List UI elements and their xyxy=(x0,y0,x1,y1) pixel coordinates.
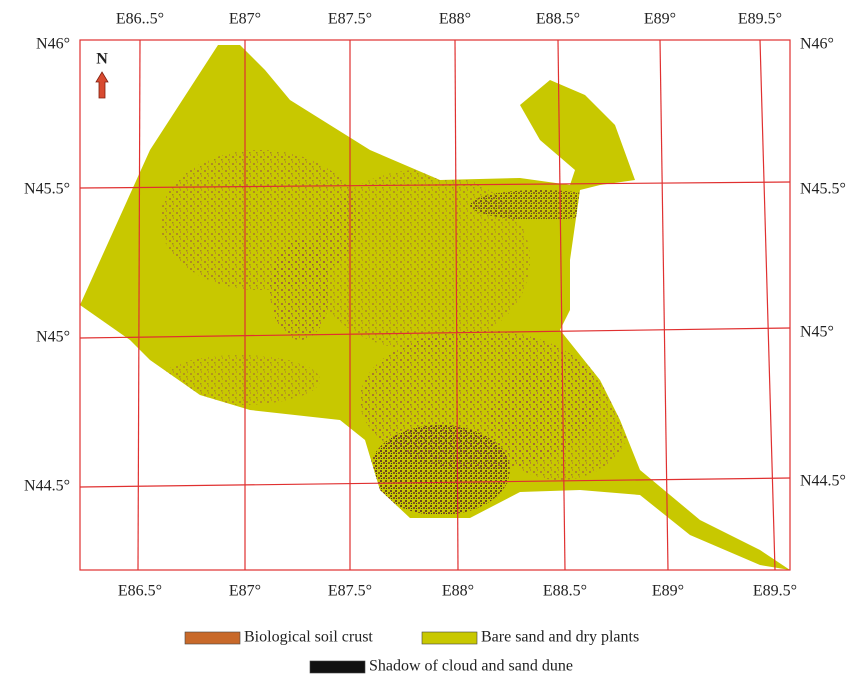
right-label: N45° xyxy=(800,324,834,341)
top-label: E89° xyxy=(644,11,676,28)
right-label: N44.5° xyxy=(800,473,846,490)
bottom-label: E89.5° xyxy=(753,583,797,600)
right-label: N46° xyxy=(800,36,834,53)
top-label: E87° xyxy=(229,11,261,28)
legend-label: Biological soil crust xyxy=(244,629,373,646)
top-label: E88° xyxy=(439,11,471,28)
map-area xyxy=(80,45,790,570)
legend-swatch xyxy=(310,661,365,673)
top-label: E86..5° xyxy=(116,11,164,28)
top-label: E88.5° xyxy=(536,11,580,28)
legend-swatch xyxy=(185,632,240,644)
bottom-label: E87.5° xyxy=(328,583,372,600)
bottom-label: E89° xyxy=(652,583,684,600)
left-label: N45° xyxy=(36,329,70,346)
map-figure: N E86..5° E87° E87.5° E88° E88.5° E89° E89.5° E… xyxy=(0,0,864,684)
left-label: N46° xyxy=(36,36,70,53)
north-arrow: N xyxy=(96,51,108,98)
bottom-label: E87° xyxy=(229,583,261,600)
bottom-label: E88.5° xyxy=(543,583,587,600)
arrow-icon xyxy=(96,72,108,98)
bottom-label: E86.5° xyxy=(118,583,162,600)
left-label: N45.5° xyxy=(24,181,70,198)
top-label: E87.5° xyxy=(328,11,372,28)
north-label: N xyxy=(96,51,108,68)
top-label: E89.5° xyxy=(738,11,782,28)
bottom-label: E88° xyxy=(442,583,474,600)
legend-label: Shadow of cloud and sand dune xyxy=(369,658,573,675)
legend-label: Bare sand and dry plants xyxy=(481,629,639,646)
meridian xyxy=(760,40,775,570)
legend: Biological soil crust Bare sand and dry p… xyxy=(185,629,639,675)
legend-swatch xyxy=(422,632,477,644)
left-label: N44.5° xyxy=(24,478,70,495)
right-label: N45.5° xyxy=(800,181,846,198)
